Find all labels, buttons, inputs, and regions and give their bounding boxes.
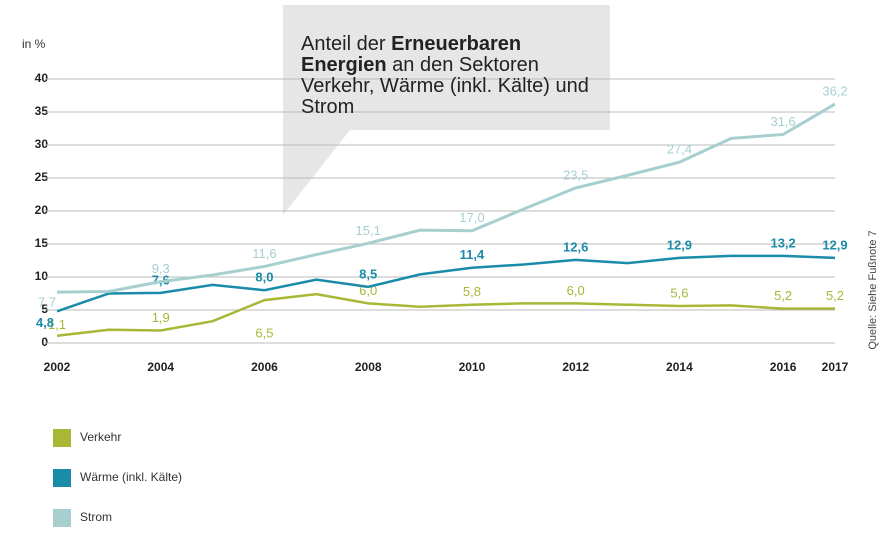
data-label: 5,8 <box>463 284 481 299</box>
y-tick-label: 15 <box>35 236 49 250</box>
line <box>56 292 835 337</box>
data-label: 6,5 <box>255 326 273 341</box>
x-tick-label: 2002 <box>44 360 71 374</box>
y-tick-label: 25 <box>35 170 49 184</box>
data-label: 11,6 <box>252 246 276 261</box>
line <box>56 102 836 294</box>
data-label: 17,0 <box>459 210 484 225</box>
callout-box <box>283 5 610 215</box>
y-tick-label: 35 <box>35 104 49 118</box>
legend-label: Wärme (inkl. Kälte) <box>80 470 182 484</box>
y-tick-label: 5 <box>41 302 48 316</box>
title-part: Anteil der <box>301 33 386 55</box>
data-label: 23,5 <box>563 167 588 182</box>
data-label: 8,0 <box>255 270 273 285</box>
source: Quelle: Siehe Fußnote 7 <box>867 230 879 349</box>
data-label: 15,1 <box>356 223 381 238</box>
x-tick-label: 2014 <box>666 360 693 374</box>
data-label: 7,7 <box>38 295 56 310</box>
y-tick-label: 40 <box>35 71 49 85</box>
data-label: 31,6 <box>770 114 795 129</box>
title-part: an den Sektoren Verkehr, Wärme (inkl. Kä… <box>301 54 589 118</box>
y-axis-label: in % <box>22 37 46 51</box>
legend-label: Strom <box>80 510 112 524</box>
legend-swatch <box>53 429 71 447</box>
data-label: 12,9 <box>822 237 847 252</box>
data-label: 9,3 <box>152 261 170 276</box>
data-label: 1,1 <box>48 317 66 332</box>
x-tick-label: 2016 <box>770 360 797 374</box>
data-label: 5,2 <box>826 288 844 303</box>
x-tick-label: 2012 <box>562 360 589 374</box>
data-label: 4,8 <box>36 315 54 330</box>
y-tick-label: 0 <box>41 335 48 349</box>
y-tick-label: 30 <box>35 137 49 151</box>
x-tick-label: 2006 <box>251 360 278 374</box>
y-tick-label: 10 <box>35 269 49 283</box>
data-label: 12,6 <box>563 239 588 254</box>
legend-swatch <box>53 469 71 487</box>
y-tick-label: 20 <box>35 203 49 217</box>
title-part: Erneuerbaren Energien <box>301 33 522 76</box>
x-tick-label: 2004 <box>147 360 174 374</box>
chart-title: Anteil der Erneuerbaren Energien an den … <box>301 34 601 118</box>
data-label: 36,2 <box>822 84 847 99</box>
x-tick-label: 2010 <box>459 360 486 374</box>
data-label: 8,5 <box>359 266 377 281</box>
x-tick-label: 2017 <box>822 360 849 374</box>
line <box>56 254 836 313</box>
legend-label: Verkehr <box>80 430 121 444</box>
data-label: 27,4 <box>667 142 692 157</box>
legend-swatch <box>53 509 71 527</box>
data-label: 12,9 <box>667 237 692 252</box>
data-label: 13,2 <box>770 235 795 250</box>
data-label: 11,4 <box>460 247 485 262</box>
data-label: 5,6 <box>670 285 688 300</box>
data-label: 5,2 <box>774 288 792 303</box>
x-tick-label: 2008 <box>355 360 382 374</box>
data-label: 6,0 <box>567 283 585 298</box>
data-label: 1,9 <box>152 310 170 325</box>
